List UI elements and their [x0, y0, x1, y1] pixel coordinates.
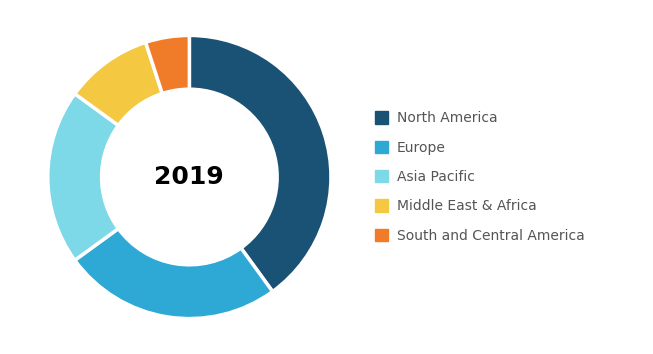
Wedge shape — [146, 35, 189, 93]
Wedge shape — [189, 35, 331, 292]
Wedge shape — [75, 229, 272, 319]
Text: 2019: 2019 — [155, 165, 224, 189]
Wedge shape — [75, 42, 162, 125]
Wedge shape — [48, 94, 118, 260]
Legend: North America, Europe, Asia Pacific, Middle East & Africa, South and Central Ame: North America, Europe, Asia Pacific, Mid… — [375, 112, 584, 242]
